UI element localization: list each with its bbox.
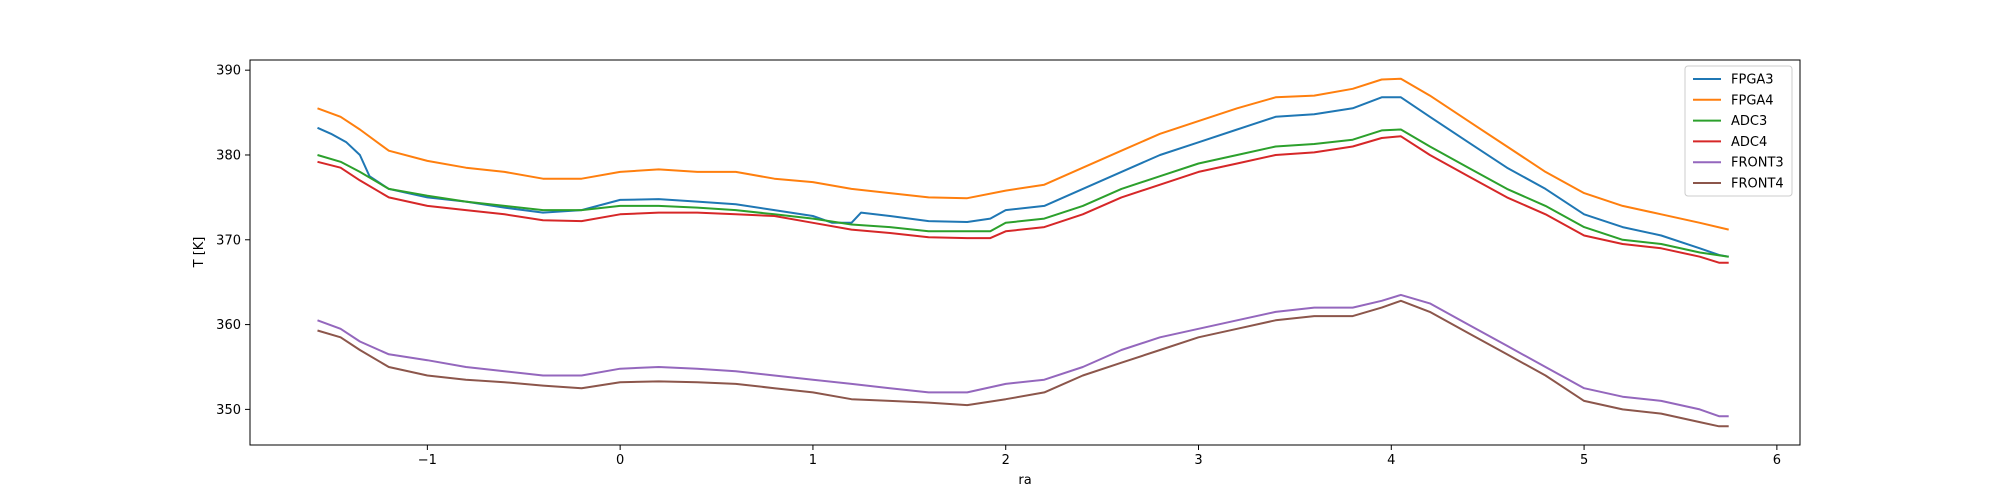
y-tick-label: 380: [216, 148, 241, 163]
series-line-front3: [317, 293, 1729, 418]
legend-label-fpga3: FPGA3: [1731, 73, 1774, 88]
y-tick-label: 350: [216, 403, 241, 418]
y-tick-label: 370: [216, 233, 241, 248]
x-tick-label: 1: [809, 453, 817, 468]
x-tick-label: 3: [1194, 453, 1202, 468]
x-tick-label: 2: [1002, 453, 1010, 468]
x-axis-label: ra: [1018, 473, 1031, 488]
series-lines: [317, 77, 1729, 428]
legend-label-front4: FRONT4: [1731, 177, 1784, 192]
legend-box: [1684, 65, 1793, 197]
series-line-fpga4: [317, 77, 1729, 231]
x-tick-label: −1: [418, 453, 437, 468]
y-tick-label: 360: [216, 318, 241, 333]
legend-label-fpga4: FPGA4: [1731, 93, 1774, 108]
legend-label-front3: FRONT3: [1731, 156, 1784, 171]
x-tick-label: 4: [1387, 453, 1395, 468]
series-line-adc4: [317, 135, 1729, 264]
y-axis-label: T [K]: [192, 237, 207, 269]
plot-area: [249, 59, 1801, 446]
legend-label-adc4: ADC4: [1731, 135, 1767, 150]
y-tick-label: 390: [216, 64, 241, 79]
legend-label-adc3: ADC3: [1731, 114, 1767, 129]
x-tick-label: 6: [1773, 453, 1781, 468]
series-line-front4: [317, 299, 1729, 428]
x-tick-label: 0: [616, 453, 624, 468]
y-axis-ticks: 350 360 370 380 390: [216, 64, 250, 418]
x-axis-ticks: −1 0 1 2 3 4 5 6: [418, 445, 1781, 468]
series-line-adc3: [317, 128, 1729, 258]
x-tick-label: 5: [1580, 453, 1588, 468]
legend: FPGA3 FPGA4 ADC3 ADC4 FRONT3 FRONT4: [1684, 65, 1793, 197]
